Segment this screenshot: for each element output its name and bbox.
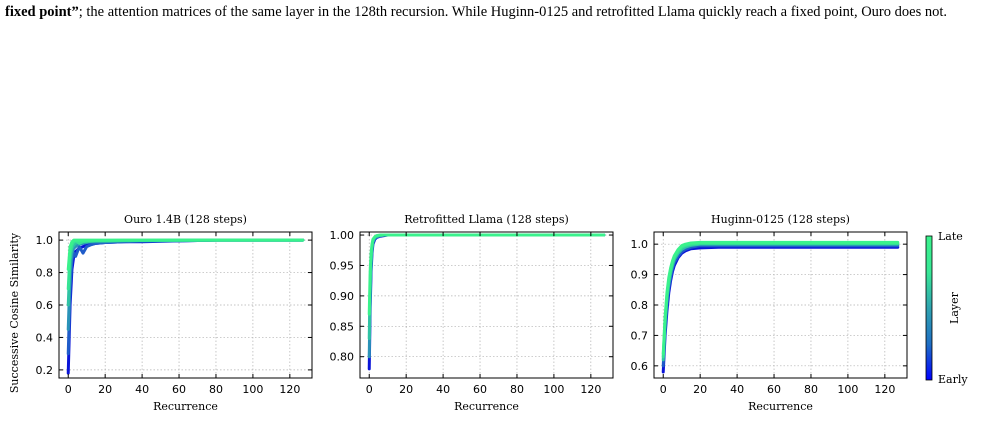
chart-title: Retrofitted Llama (128 steps) xyxy=(404,213,569,226)
x-tick-label: 100 xyxy=(242,383,263,396)
x-axis-label: Recurrence xyxy=(153,400,218,413)
x-tick-label: 100 xyxy=(837,383,858,396)
y-tick-label: 0.80 xyxy=(330,351,355,364)
chart-panel-3: 0 20 40 60 80 100 120 0.6 0.7 0.8 0.9 1.0 Huginn-012… xyxy=(631,213,908,413)
colorbar-bottom-label: Early xyxy=(938,373,968,386)
series-line-6 xyxy=(66,238,305,271)
x-tick-label: 40 xyxy=(730,383,744,396)
x-tick-label: 100 xyxy=(543,383,564,396)
y-tick-label: 1.0 xyxy=(36,234,54,247)
y-tick-label: 0.85 xyxy=(330,320,355,333)
y-tick-label: 0.9 xyxy=(631,269,649,282)
colorbar-title: Layer xyxy=(948,291,961,324)
y-tick-label: 0.90 xyxy=(330,290,355,303)
x-tick-label: 120 xyxy=(279,383,300,396)
x-tick-label: 0 xyxy=(65,383,72,396)
y-tick-label: 0.2 xyxy=(36,364,54,377)
y-tick-label: 0.95 xyxy=(330,259,355,272)
x-tick-label: 40 xyxy=(135,383,149,396)
x-axis-label: Recurrence xyxy=(454,400,519,413)
x-tick-label: 20 xyxy=(399,383,413,396)
series-line-4 xyxy=(367,233,606,316)
x-tick-label: 60 xyxy=(473,383,487,396)
x-tick-label: 20 xyxy=(98,383,112,396)
colorbar: Late Early Layer xyxy=(925,230,968,386)
y-tick-label: 0.8 xyxy=(631,299,649,312)
y-tick-label: 0.7 xyxy=(631,329,649,342)
x-tick-label: 120 xyxy=(874,383,895,396)
x-tick-label: 40 xyxy=(436,383,450,396)
y-tick-label: 0.4 xyxy=(36,331,54,344)
series-line-3 xyxy=(66,238,305,331)
series-group xyxy=(661,240,900,374)
series-line-5 xyxy=(66,238,305,291)
x-tick-label: 120 xyxy=(580,383,601,396)
y-axis-label: Successive Cosine Similarity xyxy=(8,232,21,393)
y-tick-label: 0.6 xyxy=(36,299,54,312)
figure-caption: fixed point”; the attention matrices of … xyxy=(5,3,980,21)
series-line-1 xyxy=(661,245,900,374)
caption-bold-lead: fixed point” xyxy=(5,4,79,20)
x-tick-label: 20 xyxy=(693,383,707,396)
plot-frame xyxy=(359,231,614,379)
x-tick-label: 80 xyxy=(804,383,818,396)
series-line-1 xyxy=(66,238,305,375)
chart-panel-2: 0 20 40 60 80 100 120 0.80 0.85 0.90 0.95 1.00 Retro… xyxy=(330,213,614,413)
y-tick-label: 1.0 xyxy=(631,238,649,251)
series-line-4 xyxy=(661,241,900,359)
chart-panel-1: 0 20 40 60 80 100 120 0.2 0.4 0.6 0.8 1.0 Ouro 1.4B … xyxy=(8,213,313,413)
y-tick-label: 1.00 xyxy=(330,229,355,242)
y-tick-label: 0.8 xyxy=(36,267,54,280)
x-tick-label: 80 xyxy=(209,383,223,396)
caption-text: ; the attention matrices of the same lay… xyxy=(78,4,947,20)
chart-title: Huginn-0125 (128 steps) xyxy=(711,213,850,226)
y-tick-label: 0.6 xyxy=(631,360,649,373)
series-line-5 xyxy=(661,240,900,356)
x-tick-label: 0 xyxy=(660,383,667,396)
x-tick-label: 60 xyxy=(767,383,781,396)
colorbar-gradient xyxy=(925,235,933,381)
series-group xyxy=(367,233,606,371)
series-line-1 xyxy=(367,233,606,371)
series-line-3 xyxy=(661,242,900,362)
colorbar-top-label: Late xyxy=(938,230,963,243)
x-axis-label: Recurrence xyxy=(748,400,813,413)
series-line-3 xyxy=(367,233,606,340)
x-tick-label: 0 xyxy=(366,383,373,396)
series-line-2 xyxy=(66,238,305,356)
series-group xyxy=(66,238,305,375)
x-tick-label: 80 xyxy=(510,383,524,396)
x-tick-label: 60 xyxy=(172,383,186,396)
series-line-2 xyxy=(661,244,900,368)
chart-title: Ouro 1.4B (128 steps) xyxy=(124,213,247,226)
